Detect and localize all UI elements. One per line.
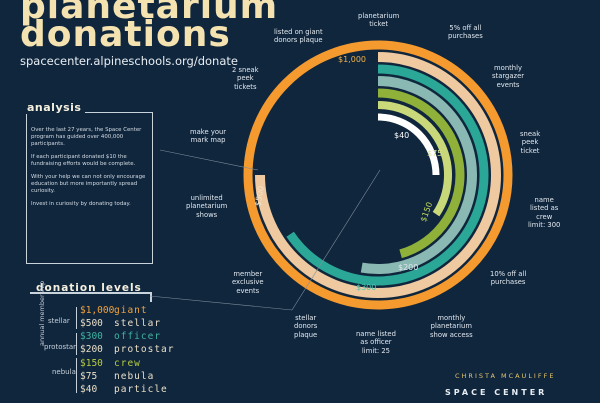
level-row: $200 protostar: [80, 344, 174, 355]
ring-amount-label: $1,000: [338, 55, 366, 64]
level-row: $75 nebula: [80, 371, 154, 382]
benefit-label: stellar donors plaque: [294, 314, 318, 339]
level-row: $1,000giant: [80, 305, 148, 316]
group-label-stellar: stellar: [48, 317, 70, 325]
ring-arc: [377, 101, 452, 217]
analysis-box: analysis Over the last 27 years, the Spa…: [23, 101, 153, 264]
ring-arc: [286, 64, 489, 286]
analysis-paragraph: If each participant donated $10 the fund…: [31, 154, 136, 167]
level-name: particle: [114, 384, 168, 395]
level-name: crew: [114, 358, 141, 369]
level-amount: $75: [80, 371, 98, 382]
space-center-logo-line2: SPACE CENTER: [445, 388, 548, 397]
level-amount: $150: [80, 358, 103, 369]
bracket: [76, 333, 77, 355]
benefit-label: name listed as crew limit: 300: [528, 196, 561, 229]
divider: [150, 292, 152, 302]
level-row: $40 particle: [80, 384, 168, 395]
level-name: stellar: [114, 318, 162, 329]
benefit-label: monthly stargazer events: [492, 64, 525, 89]
benefit-label: unlimited planetarium shows: [186, 194, 228, 219]
analysis-paragraph: With your help we can not only encourage…: [31, 174, 146, 194]
benefit-label: sneak peek ticket: [520, 130, 541, 155]
ring-arc: [255, 52, 501, 298]
benefit-label: 5% off all purchases: [448, 24, 483, 41]
ring-arc: [360, 76, 477, 274]
benefit-label: member exclusive events: [232, 270, 264, 295]
level-row: $500 stellar: [80, 318, 161, 329]
ring-arc: [377, 113, 440, 176]
level-name: giant: [114, 305, 148, 316]
level-name: nebula: [114, 371, 155, 382]
ring-amount-label: $40: [394, 131, 410, 140]
level-row: $300 officer: [80, 331, 161, 342]
level-amount: $500: [80, 318, 103, 329]
analysis-paragraph: Invest in curiosity by donating today.: [31, 201, 131, 207]
benefit-label: 10% off all purchases: [490, 270, 527, 287]
level-name: officer: [114, 331, 162, 342]
benefit-label: listed on giant donors plaque: [274, 28, 323, 45]
level-amount: $1,000: [80, 305, 115, 316]
ring-amount-label: $300: [356, 283, 377, 292]
benefit-label: planetarium ticket: [358, 12, 400, 29]
page-title-line1: planetarium: [20, 0, 279, 27]
ring-arc: [243, 40, 513, 310]
benefit-label: name listed as officer limit: 25: [356, 330, 396, 355]
benefit-label: monthly planetarium show access: [430, 314, 473, 339]
analysis-paragraph: Over the last 27 years, the Space Center…: [31, 127, 142, 147]
bracket: [76, 358, 77, 393]
donation-levels-heading: donation levels: [36, 282, 142, 294]
level-amount: $300: [80, 331, 103, 342]
space-center-logo-line1: CHRISTA MCAULIFFE: [455, 372, 556, 380]
level-amount: $200: [80, 344, 103, 355]
benefit-label: make your mark map: [190, 128, 227, 145]
donate-url[interactable]: spacecenter.alpineschools.org/donate: [20, 54, 238, 68]
divider: [30, 292, 150, 294]
level-name: protostar: [114, 344, 175, 355]
level-row: $150 crew: [80, 358, 141, 369]
ring-amount-label: $200: [398, 263, 419, 272]
bracket: [76, 307, 77, 329]
page-title-line2: donations: [20, 14, 231, 55]
ring-amount-label: $75: [427, 149, 443, 158]
analysis-heading: analysis: [23, 101, 86, 114]
ring-arc: [377, 88, 465, 259]
level-amount: $40: [80, 384, 98, 395]
benefit-label: 2 sneak peek tickets: [232, 66, 259, 91]
group-label-protostar: protostar: [44, 343, 77, 351]
group-label-nebula: nebula: [52, 368, 76, 376]
